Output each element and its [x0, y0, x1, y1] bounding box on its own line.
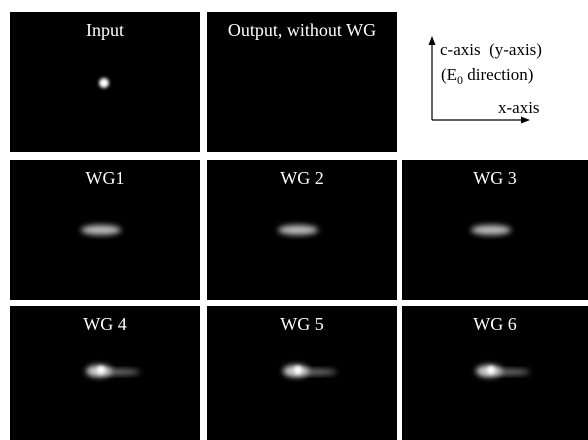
x-axis-label: x-axis	[498, 98, 540, 117]
panel-label: WG 5	[280, 314, 324, 334]
direction-prefix: (E	[441, 65, 457, 84]
panel-label: WG 2	[280, 168, 324, 188]
image-panel: Input	[10, 12, 200, 152]
image-panel: WG 6	[402, 306, 588, 440]
beam-spot	[471, 225, 511, 235]
panel-label: Output, without WG	[228, 20, 376, 40]
beam-spot	[278, 225, 318, 235]
beam-core	[97, 366, 105, 374]
image-panel: Output, without WG	[207, 12, 397, 152]
panel-label: WG 3	[473, 168, 517, 188]
panel-label: WG 4	[83, 314, 127, 334]
y-axis-label: c-axis (y-axis)	[440, 40, 542, 59]
panel-label: Input	[86, 20, 124, 40]
axes-legend: c-axis (y-axis) (E0 direction) x-axis	[429, 36, 542, 124]
image-panel: WG 3	[402, 160, 588, 300]
image-panel: WG 2	[207, 160, 397, 300]
beam-core	[294, 366, 302, 374]
direction-label: (E0 direction)	[441, 65, 533, 87]
x-arrow-head	[521, 117, 530, 124]
figure: c-axis (y-axis) (E0 direction) x-axis In…	[0, 0, 588, 440]
direction-suffix: direction)	[463, 65, 533, 84]
image-panel: WG1	[10, 160, 200, 300]
image-panel: WG 4	[10, 306, 200, 440]
y-arrow-head	[429, 36, 436, 45]
panel-label: WG1	[86, 168, 125, 188]
panel-label: WG 6	[473, 314, 517, 334]
beam-spot	[81, 225, 121, 235]
beam-spot	[99, 78, 109, 88]
beam-core	[487, 366, 495, 374]
image-panel: WG 5	[207, 306, 397, 440]
